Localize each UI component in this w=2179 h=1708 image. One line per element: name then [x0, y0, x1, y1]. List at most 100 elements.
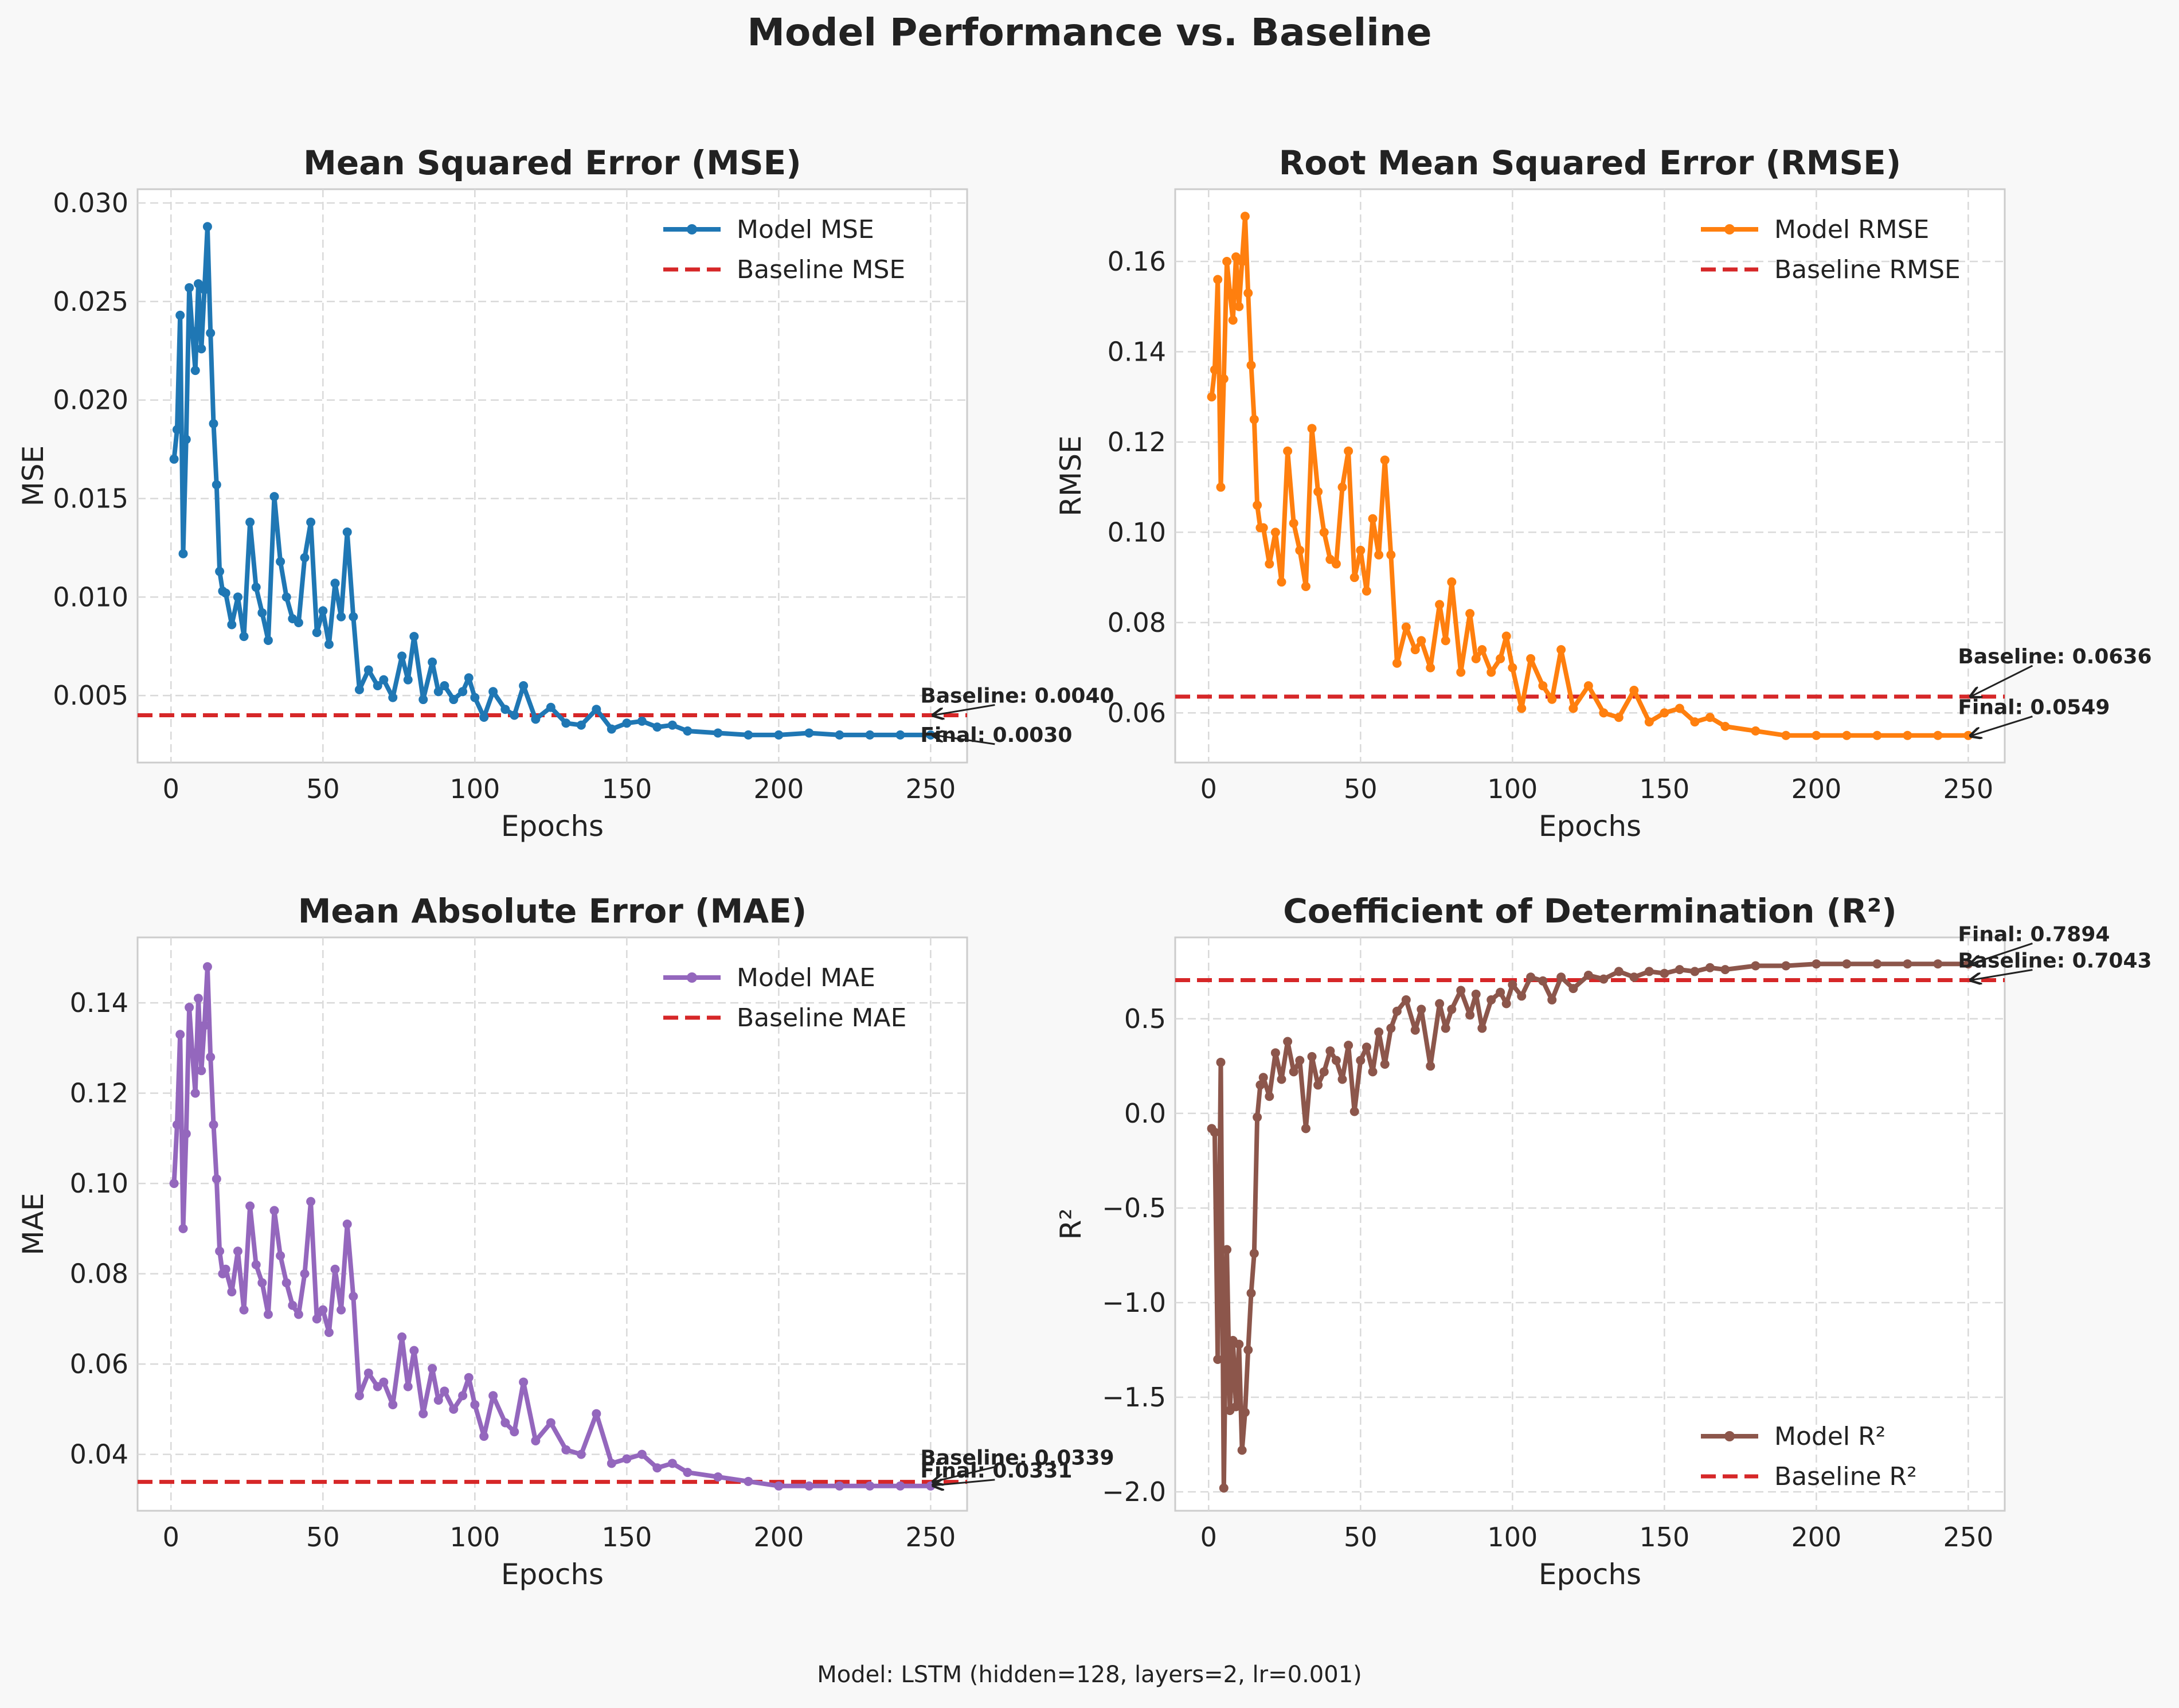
data-point [1331, 559, 1341, 569]
data-point [379, 675, 389, 685]
data-point [428, 1363, 437, 1373]
data-point [1253, 501, 1262, 510]
data-point [178, 1224, 188, 1233]
data-point [1538, 976, 1548, 986]
data-point [1447, 1005, 1457, 1014]
data-point [546, 1418, 555, 1428]
data-point [1486, 995, 1496, 1005]
data-point [1410, 645, 1420, 655]
data-point [1225, 288, 1235, 298]
annotation-arrow [1970, 942, 2033, 964]
data-point [479, 712, 489, 722]
data-point [1556, 972, 1566, 982]
y-axis-label: MAE [17, 1193, 50, 1256]
x-tick-label: 150 [1639, 1522, 1689, 1553]
panel-mse: 0 50 100 150 200 250 0.005 0.010 0.015 0.020 0.025… [17, 143, 1114, 843]
y-tick-label: 0.10 [1108, 517, 1166, 548]
data-point [409, 1346, 419, 1355]
data-point [221, 1264, 230, 1274]
y-tick-label: 0.030 [53, 187, 128, 218]
data-point [1368, 1067, 1378, 1077]
panel-rmse: 0 50 100 150 200 250 0.06 0.08 0.10 0.12 0.14 0.16 E… [1054, 143, 2152, 843]
data-point [865, 730, 875, 740]
data-point [1812, 959, 1821, 969]
x-tick-label: 50 [1344, 773, 1378, 804]
data-point [1496, 654, 1505, 663]
x-tick-label: 150 [601, 773, 652, 804]
data-point [1255, 1080, 1265, 1090]
data-point [337, 612, 346, 622]
data-point [215, 1246, 225, 1256]
plot-area-rmse [1174, 188, 2006, 764]
data-point [1380, 1060, 1390, 1069]
data-point [1301, 1124, 1310, 1134]
data-point [251, 1260, 261, 1269]
data-point [1380, 455, 1390, 465]
data-point [1441, 1023, 1450, 1033]
panel-mae: 0 50 100 150 200 250 0.04 0.06 0.08 0.10 0.12 0.14 E… [17, 892, 1114, 1591]
x-axis-label: Epochs [1539, 810, 1641, 843]
data-point [1222, 256, 1232, 266]
y-tick-label: 0.08 [70, 1258, 128, 1289]
data-point [178, 549, 188, 558]
plot-data-mae [138, 962, 967, 1491]
data-point [294, 1310, 303, 1319]
data-point [1690, 717, 1700, 727]
data-point [1295, 545, 1305, 555]
x-axis-label: Epochs [501, 810, 604, 843]
data-point [318, 606, 328, 616]
data-point [1325, 1046, 1335, 1056]
data-point [379, 1377, 389, 1387]
data-point [409, 632, 419, 642]
data-point [169, 1179, 179, 1189]
data-point [172, 1120, 182, 1129]
data-point [1872, 730, 1882, 740]
data-point [202, 962, 212, 972]
y-tick-label: 0.005 [53, 680, 128, 711]
data-point [652, 1463, 662, 1473]
data-point [1243, 288, 1253, 298]
legend-entry: Baseline MSE [737, 255, 905, 284]
data-point [1219, 1483, 1229, 1493]
y-tick-label: 0.020 [53, 385, 128, 416]
data-point [363, 665, 373, 675]
data-point [835, 730, 844, 740]
data-point [1526, 654, 1536, 663]
legend-entry: Baseline R² [1774, 1462, 1917, 1491]
x-tick-label: 200 [753, 773, 804, 804]
y-tick-label: 0.06 [70, 1349, 128, 1379]
y-tick-label: 0.14 [70, 987, 128, 1018]
data-point [197, 1066, 206, 1076]
panel-r2: 0 50 100 150 200 250 −2.0 −1.5 −1.0 −0.5 0.0 0.5 Epo… [1054, 892, 2152, 1591]
data-point [464, 673, 474, 683]
data-point [1307, 1052, 1317, 1061]
y-tick-label: 0.5 [1124, 1003, 1166, 1034]
data-point [330, 1264, 340, 1274]
data-point [592, 705, 601, 714]
annotation-label: Final: 0.0030 [920, 724, 1072, 747]
data-point [1349, 573, 1359, 583]
data-point [1270, 1048, 1280, 1058]
data-point [531, 1436, 541, 1445]
data-point [1237, 256, 1247, 266]
data-point [199, 285, 209, 295]
data-point [1517, 703, 1527, 713]
data-point [294, 618, 303, 628]
data-point [354, 685, 364, 694]
data-point [1386, 1023, 1396, 1033]
data-point [637, 716, 647, 726]
y-tick-label: −1.0 [1102, 1287, 1166, 1318]
data-point [194, 994, 204, 1003]
data-point [449, 695, 459, 705]
data-point [263, 1310, 273, 1319]
data-point [1265, 559, 1274, 569]
data-point [519, 1377, 529, 1387]
data-point [169, 454, 179, 464]
x-tick-label: 0 [163, 1522, 179, 1553]
data-point [181, 435, 191, 444]
data-point [667, 720, 677, 730]
data-point [190, 366, 200, 376]
annotations-r2: Final: 0.7894 Baseline: 0.7043 [1958, 923, 2152, 980]
data-point [1660, 708, 1669, 718]
